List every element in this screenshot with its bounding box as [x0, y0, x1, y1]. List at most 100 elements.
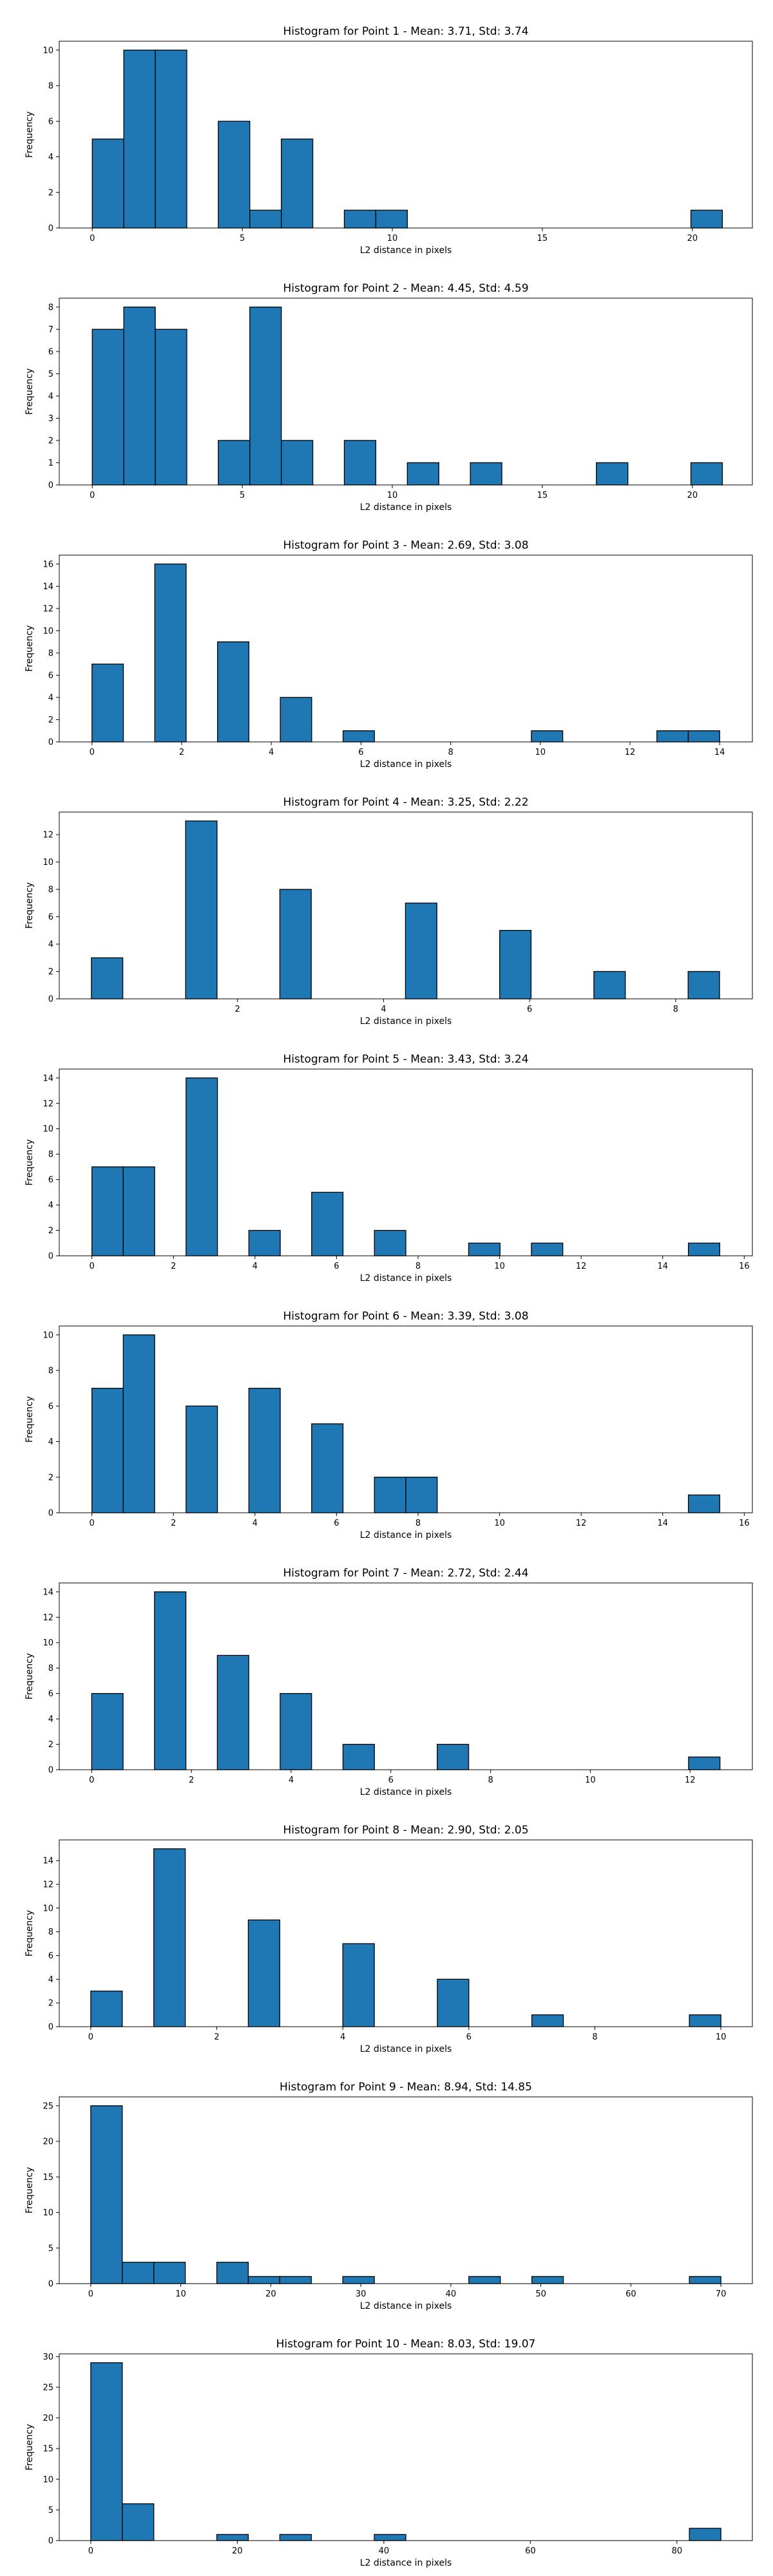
x-tick-label: 12	[576, 1262, 587, 1271]
plot-frame	[59, 554, 753, 743]
chart-title: Histogram for Point 4 - Mean: 3.25, Std:…	[283, 796, 528, 809]
bars	[91, 1077, 721, 1256]
y-tick-label: 20	[43, 2137, 53, 2147]
histogram-panel-6: Histogram for Point 6 - Mean: 3.39, Std:…	[24, 1310, 753, 1540]
x-tick-label: 20	[687, 234, 698, 243]
histogram-bar	[437, 1978, 470, 2027]
histogram-bar	[186, 1405, 218, 1513]
x-tick-label: 6	[358, 748, 363, 757]
y-tick-label: 14	[43, 1857, 53, 1866]
histogram-bar	[91, 1692, 124, 1770]
x-tick-label: 8	[415, 1519, 421, 1528]
x-tick-label: 10	[175, 2289, 186, 2299]
y-tick-label: 8	[48, 1927, 53, 1937]
chart-title: Histogram for Point 1 - Mean: 3.71, Std:…	[283, 25, 528, 38]
x-tick-label: 70	[716, 2289, 727, 2299]
y-tick-label: 4	[48, 1201, 53, 1211]
y-tick-label: 30	[43, 2353, 53, 2362]
histogram-panel-1: Histogram for Point 1 - Mean: 3.71, Std:…	[24, 25, 753, 256]
histogram-panel-4: Histogram for Point 4 - Mean: 3.25, Std:…	[24, 796, 753, 1027]
x-tick-label: 2	[171, 1519, 176, 1528]
histogram-bar	[531, 730, 564, 743]
chart-title: Histogram for Point 10 - Mean: 8.03, Std…	[276, 2338, 536, 2351]
y-tick-label: 4	[48, 392, 53, 401]
x-tick-label: 10	[716, 2032, 727, 2042]
x-tick-label: 8	[673, 1005, 678, 1014]
histogram-bar	[122, 2503, 155, 2541]
histogram-bar	[217, 641, 250, 743]
bars	[91, 820, 720, 999]
y-tick-label: 0	[48, 995, 53, 1005]
y-tick-label: 3	[48, 414, 53, 424]
x-tick-label: 0	[89, 1519, 94, 1528]
histogram-bar	[248, 1229, 281, 1256]
y-tick-label: 14	[43, 1587, 53, 1597]
histogram-bar	[154, 564, 187, 743]
histogram-bar	[342, 730, 375, 743]
histogram-bar	[155, 50, 187, 229]
histogram-bar	[218, 440, 251, 486]
x-axis-label: L2 distance in pixels	[360, 1016, 452, 1027]
y-tick-label: 4	[48, 153, 53, 162]
histogram-bar	[280, 697, 312, 743]
x-tick-label: 2	[171, 1262, 176, 1271]
bars	[91, 1334, 721, 1513]
histogram-bar	[343, 440, 377, 486]
y-tick-label: 8	[48, 303, 53, 312]
histogram-panel-8: Histogram for Point 8 - Mean: 2.90, Std:…	[24, 1824, 753, 2054]
histogram-bar	[281, 440, 314, 486]
histogram-bar	[342, 2276, 375, 2284]
y-tick-label: 16	[43, 560, 53, 569]
histogram-bar	[91, 328, 124, 486]
x-tick-label: 0	[90, 748, 95, 757]
x-tick-label: 20	[687, 491, 698, 500]
y-axis-label: Frequency	[24, 368, 35, 415]
y-tick-label: 10	[43, 1904, 53, 1913]
y-tick-label: 6	[48, 1402, 53, 1412]
bars	[91, 307, 723, 486]
histogram-bar	[374, 2533, 406, 2541]
y-tick-label: 0	[48, 738, 53, 748]
y-tick-label: 2	[48, 967, 53, 977]
histogram-bar	[280, 1692, 312, 1770]
histogram-bar	[690, 209, 723, 229]
y-axis-label: Frequency	[24, 1139, 35, 1186]
histogram-bar	[249, 307, 282, 486]
x-axis-label: L2 distance in pixels	[360, 1787, 452, 1797]
bars	[90, 1848, 721, 2027]
y-axis-label: Frequency	[24, 2167, 35, 2213]
y-tick-label: 5	[48, 2506, 53, 2515]
x-tick-label: 2	[179, 748, 184, 757]
plot-frame	[59, 1582, 753, 1770]
histogram-bar	[406, 462, 439, 486]
histogram-bar	[90, 2362, 123, 2541]
chart-title: Histogram for Point 7 - Mean: 2.72, Std:…	[283, 1567, 528, 1580]
chart-title: Histogram for Point 3 - Mean: 2.69, Std:…	[283, 539, 528, 552]
x-tick-label: 6	[388, 1776, 394, 1785]
x-tick-label: 15	[537, 234, 548, 243]
x-axis-label: L2 distance in pixels	[360, 2301, 452, 2311]
y-tick-label: 6	[48, 117, 53, 127]
histogram-panel-10: Histogram for Point 10 - Mean: 8.03, Std…	[24, 2338, 753, 2568]
x-tick-label: 4	[381, 1005, 386, 1014]
histogram-bar	[687, 1494, 721, 1513]
x-axis-label: L2 distance in pixels	[360, 245, 452, 256]
y-tick-label: 10	[43, 1331, 53, 1340]
bars	[91, 564, 720, 743]
histogram-bar	[687, 1242, 721, 1256]
bars	[90, 2105, 721, 2284]
x-tick-label: 0	[88, 2032, 93, 2042]
y-tick-label: 4	[48, 693, 53, 703]
histogram-bar	[122, 1166, 155, 1256]
histogram-bar	[596, 462, 629, 486]
histogram-panel-3: Histogram for Point 3 - Mean: 2.69, Std:…	[24, 539, 753, 770]
histogram-bar	[468, 2276, 501, 2284]
histogram-bar	[185, 820, 218, 999]
x-tick-label: 4	[289, 1776, 294, 1785]
x-tick-label: 10	[494, 1262, 505, 1271]
y-tick-label: 8	[48, 82, 53, 91]
histogram-bar	[688, 1756, 721, 1770]
y-tick-label: 10	[43, 627, 53, 636]
x-axis-label: L2 distance in pixels	[360, 502, 452, 513]
y-tick-label: 4	[48, 1715, 53, 1725]
